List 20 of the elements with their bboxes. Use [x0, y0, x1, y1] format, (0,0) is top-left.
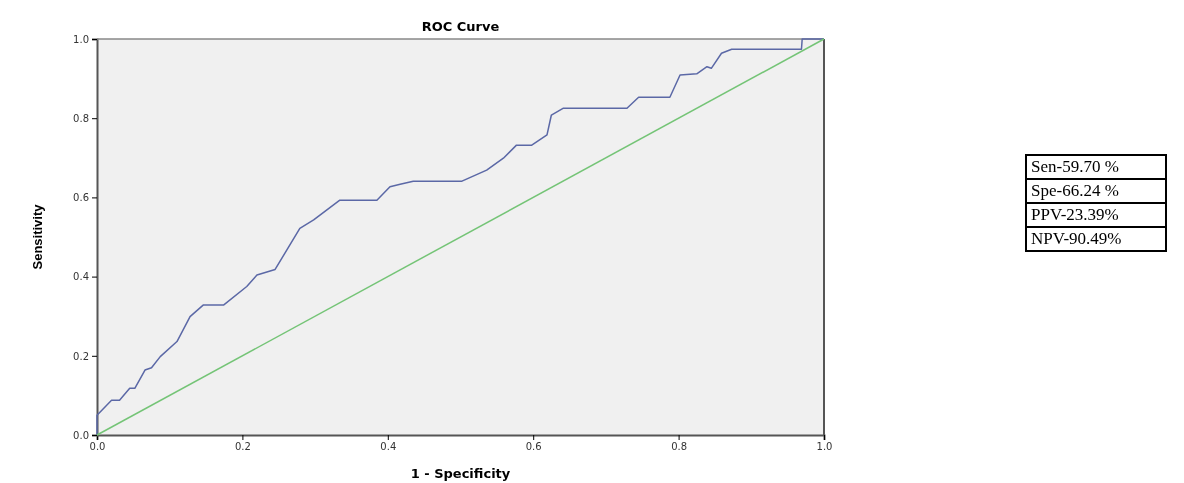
text: Sen-59.70 % [1026, 155, 1166, 179]
y-tick-label: 0.6 [73, 192, 89, 204]
text: PPV-23.39% [1026, 203, 1166, 227]
x-tick-label: 1.0 [816, 441, 833, 453]
y-tick-label: 1.0 [73, 33, 89, 45]
text: NPV-90.49% [1026, 227, 1166, 251]
chart-title: ROC Curve [421, 19, 500, 34]
y-axis-title: Sensitivity [30, 203, 45, 270]
x-tick-label: 0.2 [234, 441, 251, 453]
y-tick-label: 0.8 [73, 112, 89, 124]
y-tick-label: 0.2 [73, 350, 89, 362]
text: Spe-66.24 % [1026, 179, 1166, 203]
x-tick-label: 0.8 [671, 441, 688, 453]
x-tick-label: 0.0 [89, 441, 106, 453]
y-tick-label: 0.4 [73, 271, 89, 283]
x-tick-label: 0.4 [380, 441, 397, 453]
line-series [96, 38, 825, 436]
x-axis-title: 1 - Specificity [410, 466, 511, 481]
x-tick-label: 0.6 [525, 441, 542, 453]
y-tick-label: 0.0 [73, 429, 89, 441]
